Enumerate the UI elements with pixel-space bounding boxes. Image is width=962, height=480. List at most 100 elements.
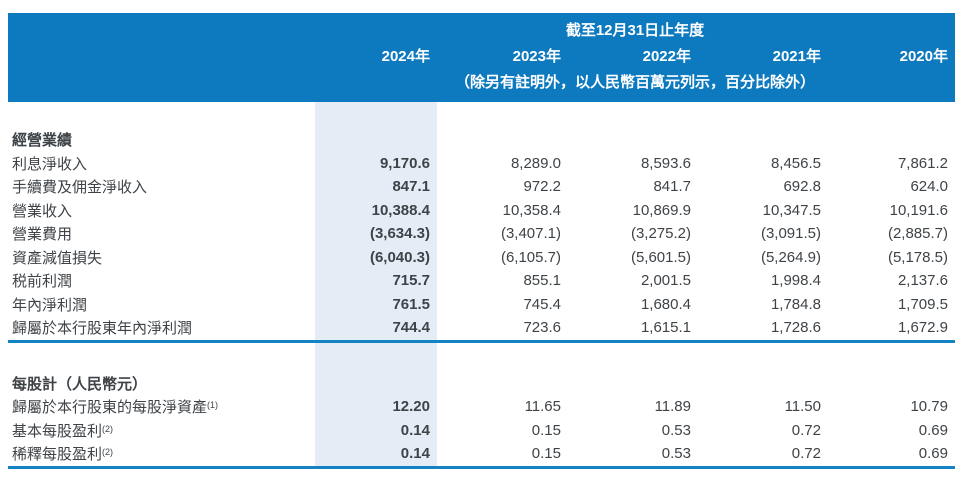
value-2024: 0.14 [315, 418, 437, 442]
table-row: 稀釋每股盈利(2) 0.14 0.15 0.53 0.72 0.69 [8, 442, 955, 469]
table-row: 歸屬於本行股東年內淨利潤 744.4 723.6 1,615.1 1,728.6… [8, 316, 955, 343]
value-2020: 0.69 [828, 442, 955, 469]
value-2024: 715.7 [315, 269, 437, 293]
row-label: 資產減值損失 [8, 246, 315, 270]
value-2021: (5,264.9) [760, 248, 821, 266]
value-2020: (2,885.7) [887, 225, 948, 243]
value-2021: 1,784.8 [770, 295, 821, 313]
value-2021: 8,456.5 [770, 154, 821, 172]
row-label: 營業費用 [8, 222, 315, 246]
table-row: 基本每股盈利(2) 0.14 0.15 0.53 0.72 0.69 [8, 418, 955, 442]
value-2023: 723.6 [437, 316, 568, 343]
period-title: 截至12月31日止年度 [565, 22, 705, 39]
row-label: 營業收入 [8, 199, 315, 223]
row-label: 歸屬於本行股東年內淨利潤 [8, 316, 315, 343]
row-label: 稀釋每股盈利(2) [8, 442, 315, 469]
value-2022: 1,615.1 [568, 316, 698, 343]
value-2022: 2,001.5 [640, 272, 691, 290]
value-2024: 0.14 [315, 442, 437, 469]
value-2022: 1,680.4 [640, 295, 691, 313]
row-label: 年內淨利潤 [8, 293, 315, 317]
row-label: 利息淨收入 [8, 152, 315, 176]
footnote-marker: (2) [102, 447, 114, 458]
value-2023: (6,105.7) [500, 248, 561, 266]
value-2021: 692.8 [783, 178, 821, 196]
table-row: 年內淨利潤 761.5 745.4 1,680.4 1,784.8 1,709.… [8, 292, 955, 317]
value-2024: 761.5 [315, 292, 437, 316]
row-label: 手續費及佣金淨收入 [8, 175, 315, 199]
section-title: 經營業績 [12, 132, 73, 150]
value-2024: 847.1 [315, 175, 437, 199]
value-2021: 11.50 [784, 398, 821, 416]
value-2021: 1,728.6 [698, 316, 828, 343]
value-2023: 8,289.0 [510, 154, 561, 172]
value-2020: 10.79 [910, 398, 948, 416]
value-2020: 1,709.5 [897, 295, 948, 313]
year-column-header-2021: 2021年 [772, 48, 821, 65]
row-label-text: 手續費及佣金淨收入 [12, 179, 148, 197]
value-2022: 841.7 [653, 178, 691, 196]
value-2022: (3,275.2) [630, 225, 691, 243]
value-2022: 10,869.9 [632, 201, 691, 219]
financial-table: 經營業績 利息淨收入 9,170.6 8,289.0 8,593.6 8,456… [8, 102, 955, 469]
value-2022: (5,601.5) [630, 248, 691, 266]
value-2020: 7,861.2 [897, 154, 948, 172]
value-2023: 855.1 [523, 272, 561, 290]
row-label-text: 基本每股盈利 [12, 422, 103, 440]
value-2020: (5,178.5) [887, 248, 948, 266]
table-row: 税前利潤 715.7 855.1 2,001.5 1,998.4 2,137.6 [8, 269, 955, 293]
row-label: 歸屬於本行股東的每股淨資產(1) [8, 395, 315, 419]
value-2020: 10,191.6 [889, 201, 948, 219]
row-label: 税前利潤 [8, 269, 315, 293]
year-column-header-2020: 2020年 [899, 48, 948, 65]
value-2022: 11.89 [654, 398, 691, 416]
value-2022: 8,593.6 [640, 154, 691, 172]
table-header-band: 截至12月31日止年度 2024年 2023年 2022年 2021年 2020… [8, 13, 955, 102]
value-2020: 624.0 [910, 178, 948, 196]
value-2023: 745.4 [523, 295, 561, 313]
value-2020: 1,672.9 [828, 316, 955, 343]
year-header-spacer [8, 44, 315, 70]
row-label-text: 營業收入 [12, 202, 73, 220]
value-2022: 0.53 [661, 421, 691, 439]
section-title: 每股計（人民幣元） [12, 375, 148, 393]
value-2021: 1,998.4 [770, 272, 821, 290]
value-2024: 12.20 [315, 395, 437, 419]
row-label-text: 資產減值損失 [12, 249, 103, 267]
value-2023: 0.15 [531, 421, 561, 439]
value-2023: 0.15 [437, 442, 568, 469]
value-2021: (3,091.5) [760, 225, 821, 243]
year-column-header-2023: 2023年 [512, 48, 561, 65]
units-note: （除另有註明外，以人民幣百萬元列示，百分比除外） [454, 74, 815, 91]
row-label-text: 稀釋每股盈利 [12, 446, 103, 464]
value-2020: 2,137.6 [897, 272, 948, 290]
value-2024: 9,170.6 [315, 151, 437, 175]
table-row: 手續費及佣金淨收入 847.1 972.2 841.7 692.8 624.0 [8, 175, 955, 199]
section-header-row: 每股計（人民幣元） [8, 371, 955, 395]
spacer-row [8, 341, 955, 372]
row-label-text: 利息淨收入 [12, 155, 88, 173]
footnote-marker: (2) [102, 423, 114, 434]
value-2023: 972.2 [523, 178, 561, 196]
value-2020: 0.69 [918, 421, 948, 439]
value-2024: (6,040.3) [315, 245, 437, 269]
year-column-header-2024: 2024年 [381, 48, 430, 65]
value-2023: 10,358.4 [502, 201, 561, 219]
row-label-text: 歸屬於本行股東的每股淨資產 [12, 399, 208, 417]
value-2021: 10,347.5 [762, 201, 821, 219]
value-2023: 11.65 [524, 398, 561, 416]
year-column-header-2022: 2022年 [642, 48, 691, 65]
table-row: 歸屬於本行股東的每股淨資產(1) 12.20 11.65 11.89 11.50… [8, 395, 955, 419]
value-2024: 744.4 [315, 316, 437, 343]
table-row: 資產減值損失 (6,040.3) (6,105.7) (5,601.5) (5,… [8, 245, 955, 270]
value-2024: 10,388.4 [315, 198, 437, 222]
value-2023: (3,407.1) [500, 225, 561, 243]
row-label-text: 年內淨利潤 [12, 296, 88, 314]
footnote-marker: (1) [207, 400, 219, 411]
row-label-text: 營業費用 [12, 226, 73, 244]
value-2022: 0.53 [568, 442, 698, 469]
table-row: 營業收入 10,388.4 10,358.4 10,869.9 10,347.5… [8, 198, 955, 223]
value-2021: 0.72 [791, 421, 821, 439]
spacer-row [8, 102, 955, 128]
